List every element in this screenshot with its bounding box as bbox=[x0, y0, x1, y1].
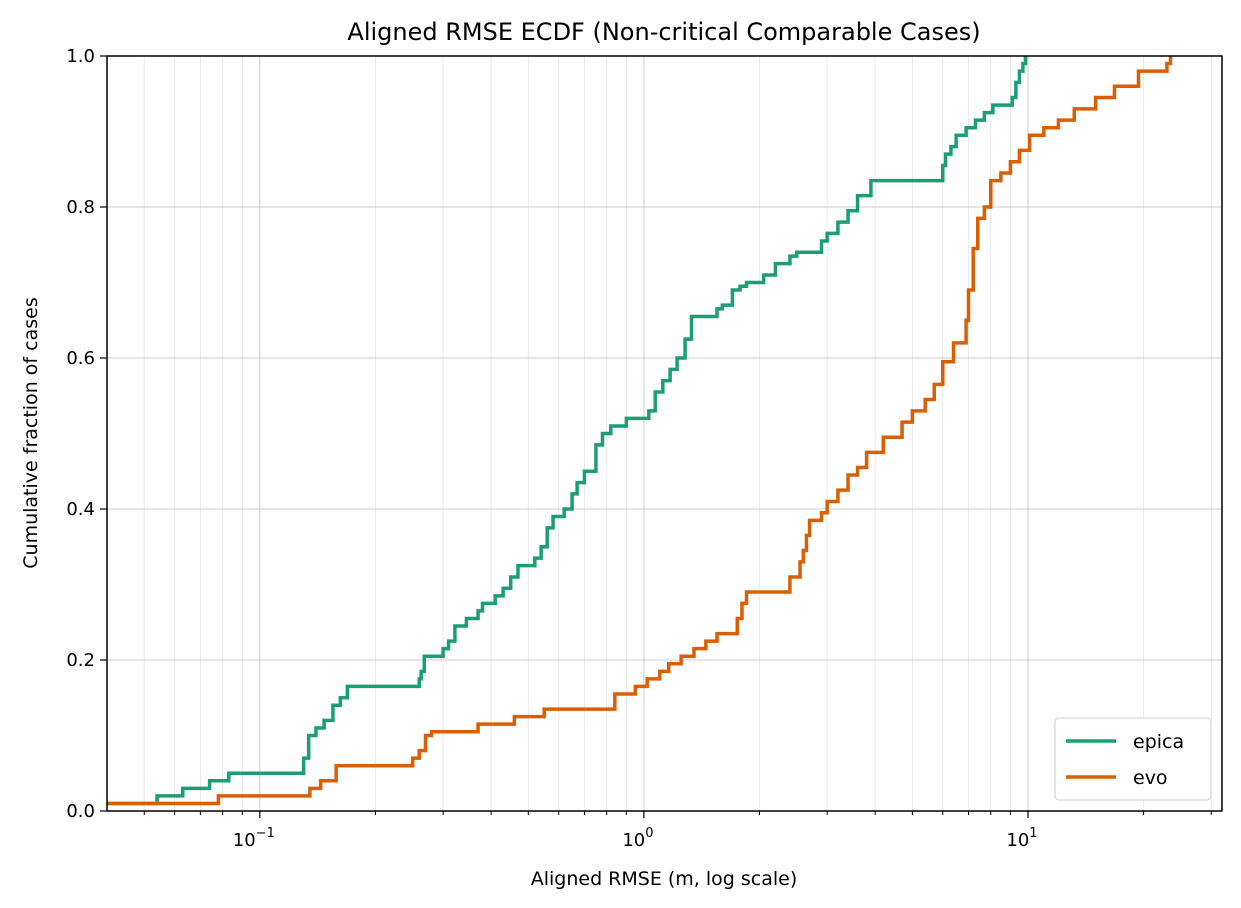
x-tick-label: 100 bbox=[622, 826, 653, 851]
legend: epica evo bbox=[1054, 717, 1212, 801]
series-line-evo bbox=[107, 56, 1173, 806]
grid bbox=[107, 55, 1222, 812]
y-tick-label: 0.2 bbox=[66, 650, 95, 671]
y-axis-label: Cumulative fraction of cases bbox=[20, 297, 42, 568]
y-tick-label: 0.8 bbox=[66, 197, 95, 218]
y-tick-label: 0.4 bbox=[66, 499, 95, 520]
chart-title: Aligned RMSE ECDF (Non-critical Comparab… bbox=[347, 18, 980, 46]
x-tick-label: 10−1 bbox=[233, 826, 275, 851]
y-tick-label: 0.0 bbox=[66, 801, 95, 822]
legend-label-epica: epica bbox=[1133, 731, 1184, 753]
y-tick-label: 0.6 bbox=[66, 348, 95, 369]
series-line-epica bbox=[107, 56, 1028, 806]
x-axis-label: Aligned RMSE (m, log scale) bbox=[531, 868, 798, 890]
plot-frame bbox=[106, 55, 1223, 812]
x-tick-label: 101 bbox=[1006, 826, 1037, 851]
axis-ticks: 10−1 100 101 0.0 0.2 0.4 0.6 0.8 1.0 bbox=[66, 46, 1212, 851]
legend-label-evo: evo bbox=[1133, 767, 1168, 789]
legend-box bbox=[1054, 717, 1212, 801]
y-tick-label: 1.0 bbox=[66, 46, 95, 67]
series-group bbox=[107, 56, 1173, 806]
